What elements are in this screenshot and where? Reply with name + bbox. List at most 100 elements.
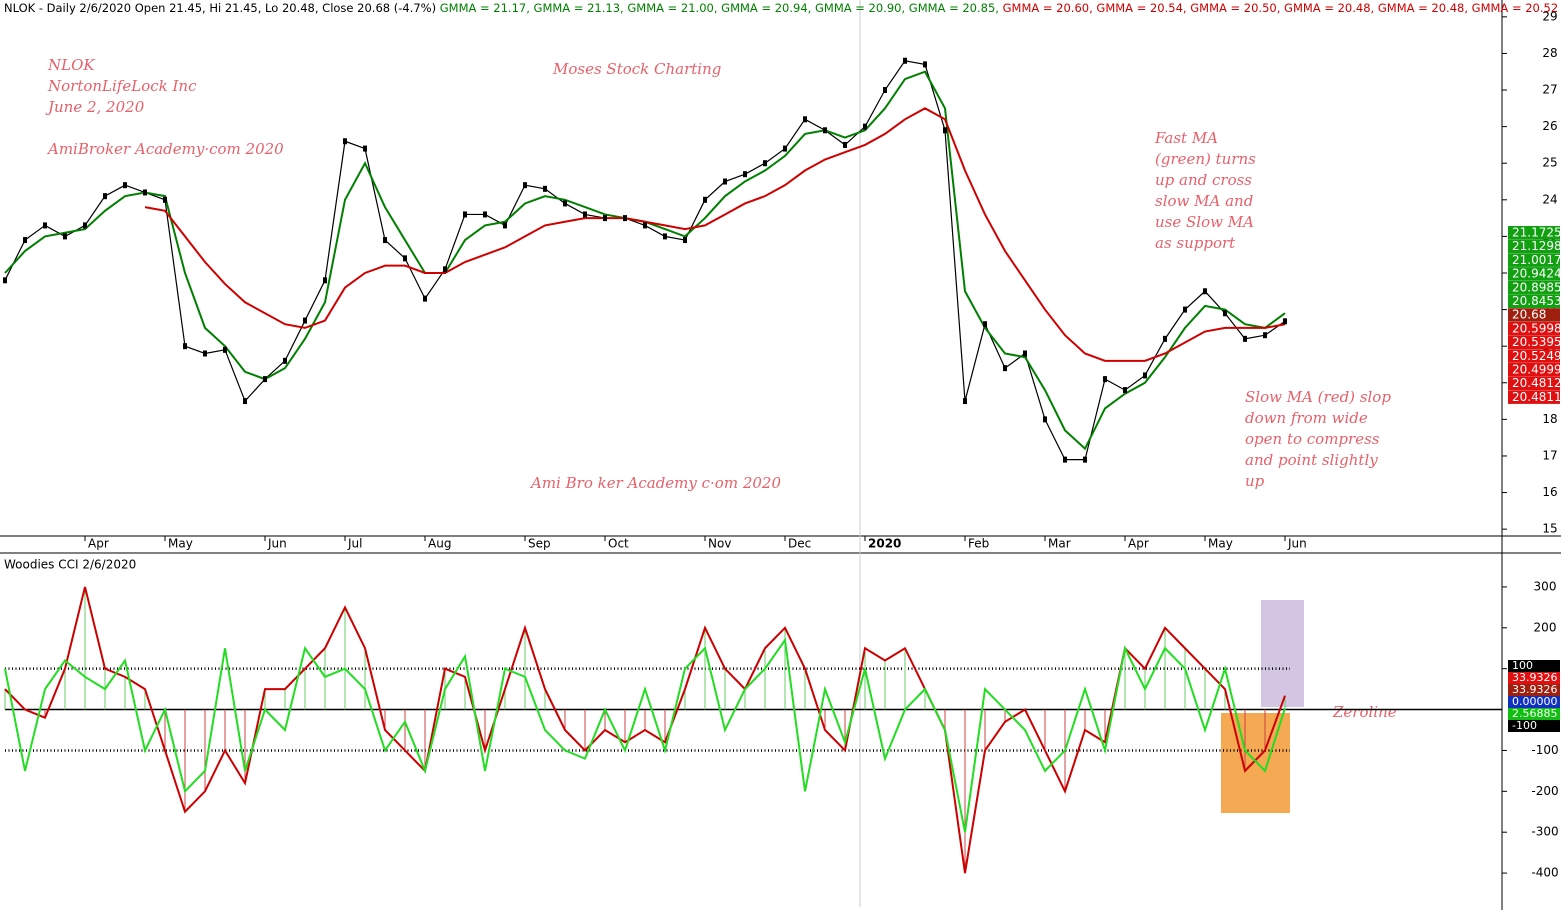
candle bbox=[603, 215, 607, 222]
y-tick-label: -200 bbox=[1531, 784, 1558, 798]
header-part: GMMA = 20.52 bbox=[1472, 1, 1559, 15]
annotation: Zeroline bbox=[1332, 703, 1397, 721]
candle bbox=[363, 145, 367, 152]
candle bbox=[623, 215, 627, 222]
candle bbox=[323, 277, 327, 284]
price-tag-label: 20.68 bbox=[1512, 308, 1546, 322]
price-tag bbox=[1508, 321, 1560, 336]
x-tick-label: Jun bbox=[1287, 537, 1307, 551]
candle bbox=[23, 237, 27, 244]
price-tag-label: 20.4999 bbox=[1512, 363, 1561, 377]
x-tick-label: Jun bbox=[267, 537, 287, 551]
price-tag bbox=[1508, 267, 1560, 281]
candle bbox=[43, 222, 47, 229]
value-tag bbox=[1508, 696, 1560, 708]
annotation: NortonLifeLock Inc bbox=[47, 77, 197, 95]
price-tag-label: 20.8985 bbox=[1512, 280, 1561, 294]
candle bbox=[1123, 387, 1127, 394]
header-part: GMMA = 21.00, bbox=[627, 1, 717, 15]
price-tag bbox=[1508, 226, 1560, 240]
cci-title: Woodies CCI 2/6/2020 bbox=[4, 558, 136, 572]
price-tag bbox=[1508, 335, 1560, 350]
candle bbox=[1223, 310, 1227, 317]
candle bbox=[383, 237, 387, 244]
x-tick-label: Aug bbox=[428, 537, 451, 551]
candle bbox=[1243, 335, 1247, 342]
price-tag bbox=[1508, 349, 1560, 363]
candle bbox=[763, 160, 767, 167]
price-tag-label: 20.4811 bbox=[1512, 390, 1561, 404]
x-tick-label: 2020 bbox=[868, 537, 901, 551]
header-part: GMMA = 20.60, bbox=[1003, 1, 1093, 15]
y-tick-label: 200 bbox=[1534, 620, 1557, 634]
header-part: GMMA = 21.13, bbox=[534, 1, 624, 15]
annotation: use Slow MA bbox=[1155, 213, 1254, 231]
candle bbox=[163, 196, 167, 203]
candle bbox=[1143, 372, 1147, 379]
candle bbox=[783, 145, 787, 152]
candle bbox=[203, 350, 207, 357]
candle bbox=[883, 87, 887, 94]
candle bbox=[1263, 332, 1267, 339]
value-tag-label: 33.9326 bbox=[1512, 671, 1558, 684]
candle bbox=[543, 185, 547, 192]
annotation: slow MA and bbox=[1155, 192, 1253, 210]
y-tick-label: 18 bbox=[1542, 412, 1557, 426]
annotation: as support bbox=[1155, 234, 1236, 252]
annotation: (green) turns bbox=[1155, 150, 1256, 168]
price-tag bbox=[1508, 363, 1560, 377]
candle bbox=[263, 376, 267, 383]
candle bbox=[703, 196, 707, 203]
y-tick-label: -400 bbox=[1531, 866, 1558, 880]
value-tag-label: 0.00000 bbox=[1512, 695, 1558, 708]
candle bbox=[863, 123, 867, 130]
candle bbox=[683, 237, 687, 244]
candle bbox=[663, 233, 667, 240]
price-tag-label: 20.5998 bbox=[1512, 321, 1561, 335]
candle bbox=[743, 171, 747, 178]
annotation: down from wide bbox=[1245, 409, 1368, 427]
y-tick-label: -100 bbox=[1531, 743, 1558, 757]
candle bbox=[563, 200, 567, 207]
y-tick-label: 24 bbox=[1542, 192, 1557, 206]
header-part: GMMA = 20.48, bbox=[1284, 1, 1374, 15]
candle bbox=[343, 138, 347, 145]
candle bbox=[283, 357, 287, 364]
candle bbox=[303, 317, 307, 324]
candle bbox=[1043, 416, 1047, 423]
highlight-box bbox=[1261, 600, 1304, 707]
price-tag-label: 20.9424 bbox=[1512, 267, 1561, 281]
annotation: Moses Stock Charting bbox=[552, 60, 721, 78]
header-part: GMMA = 20.50, bbox=[1190, 1, 1280, 15]
candle bbox=[983, 321, 987, 328]
annotation: Slow MA (red) slop bbox=[1245, 388, 1391, 406]
annotation: NLOK bbox=[47, 56, 95, 74]
x-tick-label: Apr bbox=[1128, 537, 1149, 551]
value-tag bbox=[1508, 720, 1560, 732]
annotation: June 2, 2020 bbox=[45, 98, 145, 116]
annotation: Fast MA bbox=[1154, 129, 1218, 147]
candle bbox=[103, 193, 107, 200]
candle bbox=[183, 343, 187, 350]
x-tick-label: Sep bbox=[528, 537, 551, 551]
y-tick-label: 17 bbox=[1542, 448, 1557, 462]
value-tag-label: 33.9326 bbox=[1512, 683, 1558, 696]
price-tag-label: 21.1725 bbox=[1512, 226, 1561, 240]
candle bbox=[3, 277, 7, 284]
price-tag bbox=[1508, 253, 1560, 267]
candle bbox=[823, 127, 827, 134]
price-tag bbox=[1508, 376, 1560, 391]
x-tick-label: Jul bbox=[347, 537, 362, 551]
candle bbox=[483, 211, 487, 218]
y-tick-label: 26 bbox=[1542, 119, 1557, 133]
annotation: up and cross bbox=[1155, 171, 1252, 189]
price-tag bbox=[1508, 239, 1560, 254]
x-tick-label: May bbox=[1208, 537, 1233, 551]
x-tick-label: Feb bbox=[968, 537, 989, 551]
candle bbox=[1083, 456, 1087, 463]
x-tick-label: Mar bbox=[1048, 537, 1071, 551]
candle bbox=[123, 182, 127, 189]
candle bbox=[423, 295, 427, 302]
value-tag bbox=[1508, 684, 1560, 696]
